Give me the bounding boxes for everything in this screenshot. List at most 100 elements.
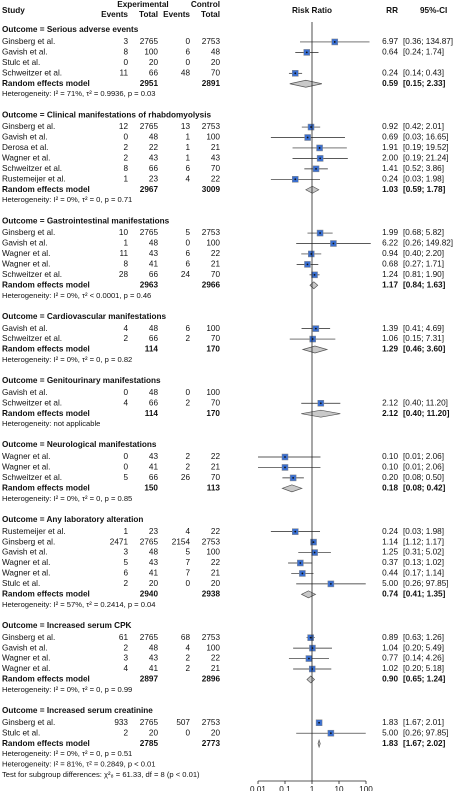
count-cell: 0 bbox=[123, 463, 128, 472]
count-cell: 1 bbox=[185, 154, 190, 163]
ci-header: 95%-CI bbox=[420, 6, 447, 15]
x-tick-label: 1 bbox=[310, 785, 315, 791]
count-cell: 6 bbox=[185, 260, 190, 269]
count-cell: 100 bbox=[206, 239, 220, 248]
count-cell: 20 bbox=[149, 58, 159, 67]
count-cell: 22 bbox=[211, 527, 221, 536]
study-name: Wagner et al. bbox=[2, 260, 50, 269]
count-cell: 43 bbox=[211, 154, 221, 163]
model-label: Random effects model bbox=[2, 739, 90, 748]
count-cell: 0 bbox=[185, 728, 190, 737]
ci-cell: [0.84; 1.63] bbox=[403, 280, 446, 289]
heterogeneity: Heterogeneity: I² = 0%, τ² = 0, p = 0.71 bbox=[2, 195, 132, 204]
rr-cell: 1.83 bbox=[382, 739, 398, 748]
count-cell: 43 bbox=[149, 558, 159, 567]
count-cell: 7 bbox=[185, 558, 190, 567]
study-name: Wagner et al. bbox=[2, 654, 50, 663]
count-cell: 70 bbox=[211, 164, 221, 173]
rr-cell: 1.83 bbox=[382, 718, 398, 727]
study-name: Schweitzer et al. bbox=[2, 270, 62, 279]
study-name: Ginsberg et al. bbox=[2, 37, 55, 46]
count-cell: 68 bbox=[181, 633, 191, 642]
rr-cell: 0.10 bbox=[382, 463, 398, 472]
count-cell: 2765 bbox=[140, 228, 159, 237]
count-cell: 22 bbox=[211, 654, 221, 663]
count-cell: 0 bbox=[123, 388, 128, 397]
count-cell: 43 bbox=[149, 654, 159, 663]
x-tick-label: 0.01 bbox=[250, 785, 266, 791]
heterogeneity: Heterogeneity: I² = 0%, τ² = 0, p = 0.85 bbox=[2, 494, 132, 503]
x-tick-label: 10 bbox=[334, 785, 344, 791]
study-name: Wagner et al. bbox=[2, 463, 50, 472]
count-cell: 28 bbox=[119, 270, 129, 279]
summary-diamond bbox=[300, 590, 317, 599]
count-cell: 100 bbox=[206, 133, 220, 142]
count-cell: 66 bbox=[149, 398, 159, 407]
count-cell: 0 bbox=[123, 133, 128, 142]
rr-cell: 0.24 bbox=[382, 174, 398, 183]
count-cell: 6 bbox=[185, 324, 190, 333]
count-cell: 48 bbox=[149, 388, 159, 397]
count-cell: 100 bbox=[206, 548, 220, 557]
rr-cell: 0.68 bbox=[382, 260, 398, 269]
control-header: Control bbox=[191, 0, 220, 9]
count-cell: 2 bbox=[185, 463, 190, 472]
count-cell: 2951 bbox=[140, 79, 159, 88]
count-cell: 0 bbox=[185, 239, 190, 248]
count-cell: 20 bbox=[149, 728, 159, 737]
count-cell: 2753 bbox=[202, 537, 221, 546]
count-cell: 2 bbox=[185, 398, 190, 407]
ci-cell: [0.81; 1.90] bbox=[403, 270, 444, 279]
rr-cell: 0.24 bbox=[382, 68, 398, 77]
count-cell: 20 bbox=[211, 58, 221, 67]
study-name: Wagner et al. bbox=[2, 452, 50, 461]
count-cell: 2 bbox=[185, 334, 190, 343]
count-cell: 170 bbox=[206, 345, 220, 354]
effect-point bbox=[308, 657, 310, 660]
count-cell: 0 bbox=[123, 58, 128, 67]
count-cell: 21 bbox=[211, 260, 221, 269]
effect-point bbox=[318, 147, 321, 149]
count-cell: 8 bbox=[123, 48, 128, 57]
count-cell: 2966 bbox=[202, 280, 221, 289]
count-cell: 0 bbox=[185, 58, 190, 67]
summary-diamond bbox=[317, 738, 321, 749]
effect-point bbox=[319, 402, 322, 405]
study-name: Ginsberg et al. bbox=[2, 537, 55, 546]
ci-cell: [0.26; 149.82] bbox=[403, 239, 453, 248]
count-cell: 48 bbox=[211, 48, 221, 57]
count-cell: 6 bbox=[123, 569, 128, 578]
study-name: Wagner et al. bbox=[2, 249, 50, 258]
rr-cell: 0.20 bbox=[382, 473, 398, 482]
effect-point bbox=[284, 466, 286, 469]
summary-diamond bbox=[281, 484, 303, 493]
group-title: Outcome = Serious adverse events bbox=[2, 25, 139, 34]
rr-cell: 2.00 bbox=[382, 154, 398, 163]
heterogeneity: Heterogeneity: I² = 0%, τ² = 0, p = 0.99 bbox=[2, 685, 132, 694]
count-cell: 66 bbox=[149, 473, 159, 482]
heterogeneity: Heterogeneity: I² = 0%, τ² = 0, p = 0.82 bbox=[2, 355, 132, 364]
count-cell: 22 bbox=[211, 174, 221, 183]
rr-header: RR bbox=[386, 6, 398, 15]
study-name: Stulc et al. bbox=[2, 579, 40, 588]
count-cell: 11 bbox=[120, 249, 129, 258]
count-cell: 0 bbox=[185, 388, 190, 397]
effect-point bbox=[314, 327, 317, 330]
count-cell: 2765 bbox=[140, 718, 159, 727]
rr-cell: 1.02 bbox=[382, 664, 398, 673]
count-cell: 114 bbox=[145, 345, 159, 354]
rr-cell: 2.12 bbox=[382, 398, 398, 407]
effect-point bbox=[312, 541, 315, 543]
ci-cell: [0.59; 1.78] bbox=[403, 185, 446, 194]
count-cell: 48 bbox=[149, 133, 159, 142]
effect-point bbox=[310, 126, 312, 128]
count-cell: 43 bbox=[149, 154, 159, 163]
count-cell: 2753 bbox=[202, 122, 221, 131]
count-cell: 43 bbox=[149, 249, 159, 258]
count-cell: 2765 bbox=[140, 37, 159, 46]
count-cell: 2765 bbox=[140, 537, 159, 546]
count-cell: 66 bbox=[149, 68, 159, 77]
study-name: Stulc et al. bbox=[2, 728, 40, 737]
study-name: Ginsberg et al. bbox=[2, 228, 55, 237]
